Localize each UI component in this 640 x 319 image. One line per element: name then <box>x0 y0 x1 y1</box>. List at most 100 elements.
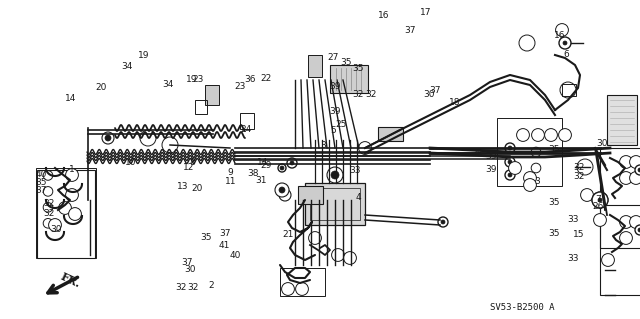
Text: 40: 40 <box>229 251 241 260</box>
Circle shape <box>635 225 640 235</box>
Text: 15: 15 <box>573 230 585 239</box>
Circle shape <box>71 210 79 218</box>
Circle shape <box>438 217 448 227</box>
Text: 37: 37 <box>220 229 231 238</box>
Circle shape <box>519 35 535 51</box>
Circle shape <box>560 82 576 98</box>
Text: 10: 10 <box>125 158 137 167</box>
Circle shape <box>583 191 591 199</box>
Circle shape <box>282 283 294 295</box>
Text: 35: 35 <box>353 64 364 73</box>
Circle shape <box>508 160 512 164</box>
Circle shape <box>533 149 539 155</box>
Text: 17: 17 <box>420 8 431 17</box>
Bar <box>607 95 637 145</box>
Circle shape <box>522 38 532 48</box>
Text: 11: 11 <box>225 177 236 186</box>
Text: 35: 35 <box>548 198 559 207</box>
Bar <box>195 100 207 114</box>
Text: 24: 24 <box>241 125 252 134</box>
Text: 35: 35 <box>548 145 559 154</box>
Circle shape <box>287 158 297 168</box>
Bar <box>298 186 323 204</box>
Circle shape <box>68 171 76 179</box>
Circle shape <box>620 232 632 244</box>
Circle shape <box>561 131 569 139</box>
Text: 37: 37 <box>182 258 193 267</box>
Text: 16: 16 <box>554 31 566 40</box>
Circle shape <box>51 221 59 229</box>
Text: 31: 31 <box>255 176 267 185</box>
Text: 19: 19 <box>186 75 198 84</box>
Circle shape <box>361 144 369 152</box>
Circle shape <box>332 249 344 261</box>
Circle shape <box>545 129 557 141</box>
Text: 39: 39 <box>486 152 497 161</box>
Bar <box>378 127 403 141</box>
Circle shape <box>516 129 529 141</box>
Circle shape <box>505 170 515 180</box>
Circle shape <box>532 129 545 141</box>
Text: 36: 36 <box>244 75 255 84</box>
Text: 40: 40 <box>35 170 47 179</box>
Circle shape <box>620 156 632 168</box>
Text: 32: 32 <box>175 283 186 292</box>
Text: SV53-B2500 A: SV53-B2500 A <box>490 303 554 313</box>
Circle shape <box>622 174 630 182</box>
Bar <box>240 113 254 129</box>
Text: 20: 20 <box>95 83 107 92</box>
Circle shape <box>580 162 590 172</box>
Text: 2: 2 <box>209 281 214 290</box>
Bar <box>280 268 325 296</box>
Text: 32: 32 <box>44 199 55 208</box>
Circle shape <box>632 158 640 166</box>
Text: 34: 34 <box>163 80 174 89</box>
Circle shape <box>45 220 51 226</box>
Circle shape <box>278 164 286 172</box>
Text: 37: 37 <box>35 186 47 195</box>
Circle shape <box>622 218 630 226</box>
Circle shape <box>44 203 52 212</box>
Text: 38: 38 <box>247 169 259 178</box>
Circle shape <box>524 179 536 191</box>
Circle shape <box>331 171 339 179</box>
Circle shape <box>102 132 114 144</box>
Circle shape <box>508 173 512 177</box>
Text: 35: 35 <box>340 58 352 67</box>
Bar <box>330 65 368 93</box>
Circle shape <box>68 208 81 220</box>
Text: 23: 23 <box>193 75 204 84</box>
Circle shape <box>620 172 632 184</box>
Text: 1: 1 <box>69 165 74 174</box>
Circle shape <box>279 189 291 201</box>
Circle shape <box>598 198 602 202</box>
Text: 7: 7 <box>596 195 601 204</box>
Text: 33: 33 <box>349 166 361 175</box>
Circle shape <box>311 234 319 242</box>
Circle shape <box>519 131 527 139</box>
Circle shape <box>638 168 640 172</box>
Circle shape <box>441 220 445 224</box>
Circle shape <box>44 187 52 196</box>
Circle shape <box>505 157 515 167</box>
Bar <box>37 170 95 258</box>
Bar <box>497 118 562 186</box>
Text: 29: 29 <box>260 161 271 170</box>
Circle shape <box>596 216 604 224</box>
Circle shape <box>622 158 630 166</box>
Text: 32: 32 <box>44 209 55 218</box>
Circle shape <box>290 161 294 165</box>
Circle shape <box>279 187 285 193</box>
Text: 4: 4 <box>356 193 361 202</box>
Text: 39: 39 <box>329 107 340 115</box>
Circle shape <box>594 214 607 226</box>
Bar <box>205 85 219 105</box>
Text: 3: 3 <box>321 141 326 150</box>
Text: 14: 14 <box>65 94 76 103</box>
Text: 37: 37 <box>429 86 441 95</box>
Circle shape <box>531 147 541 157</box>
Circle shape <box>44 171 52 180</box>
Circle shape <box>509 162 522 174</box>
Bar <box>36 168 96 258</box>
Circle shape <box>358 142 371 154</box>
